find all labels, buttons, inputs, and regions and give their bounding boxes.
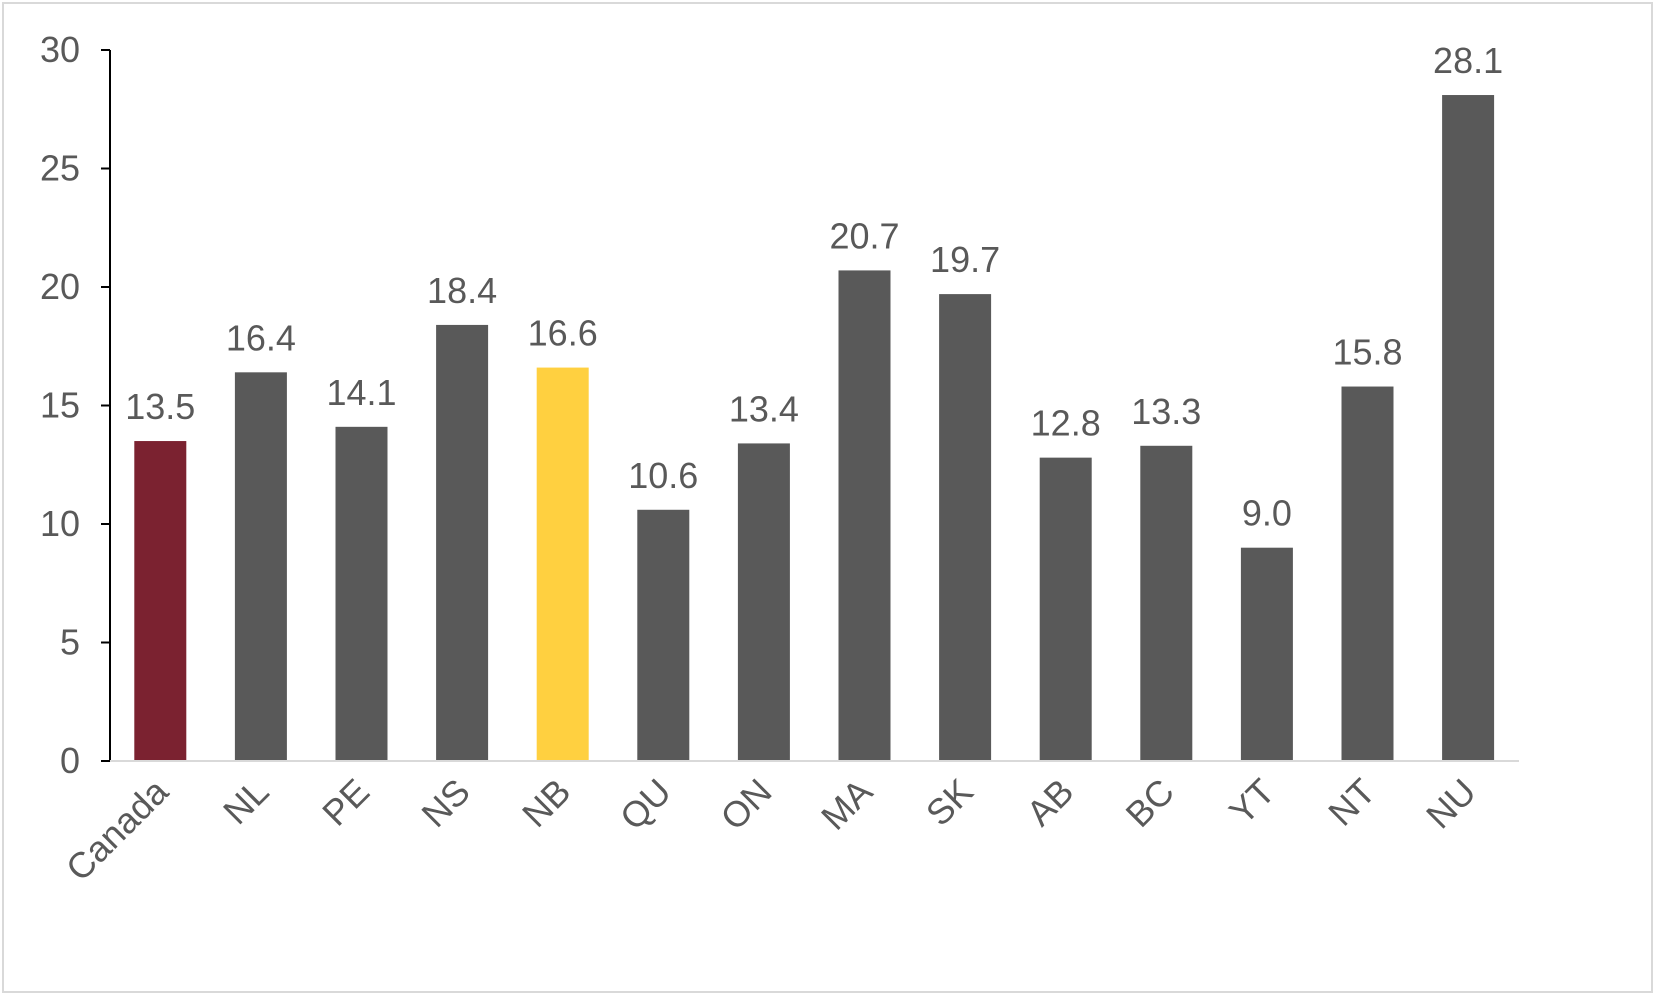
data-label-ab: 12.8: [1031, 403, 1101, 444]
y-tick-label: 15: [40, 385, 80, 426]
bar-ab: [1039, 457, 1092, 761]
data-label-qu: 10.6: [628, 455, 698, 496]
bar-ns: [436, 324, 489, 761]
data-labels: 13.5 16.4 14.1 18.4 16.6 10.6 13.4 20.7 19.7 12.8…: [125, 40, 1503, 534]
bar-on: [737, 443, 790, 761]
data-label-ns: 18.4: [427, 270, 497, 311]
x-category-label-pe: PE: [314, 771, 377, 834]
bars: [134, 95, 1495, 761]
y-tick-label: 20: [40, 266, 80, 307]
data-label-nl: 16.4: [226, 317, 296, 358]
data-label-nu: 28.1: [1433, 40, 1503, 81]
data-label-on: 13.4: [729, 388, 799, 429]
bar-nb: [536, 367, 589, 761]
x-category-label-on: ON: [712, 771, 779, 838]
data-label-pe: 14.1: [326, 372, 396, 413]
bar-ma: [838, 270, 891, 761]
x-category-label-yt: YT: [1221, 771, 1283, 833]
x-category-label-ab: AB: [1018, 771, 1081, 834]
y-tick-label: 10: [40, 503, 80, 544]
x-category-label-ns: NS: [413, 771, 477, 835]
y-tick-label: 25: [40, 148, 80, 189]
x-category-label-ma: MA: [813, 771, 880, 838]
x-category-label-qu: QU: [612, 771, 679, 838]
bar-nt: [1341, 386, 1394, 761]
x-category-label-nu: NU: [1418, 771, 1484, 837]
x-category-label-nt: NT: [1320, 771, 1383, 834]
bar-qu: [637, 509, 690, 761]
data-label-sk: 19.7: [930, 239, 1000, 280]
data-label-nb: 16.6: [528, 313, 598, 354]
x-category-label-canada: Canada: [58, 770, 177, 889]
bar-bc: [1140, 445, 1193, 761]
x-category-label-sk: SK: [918, 771, 981, 834]
y-axis: 0 5 10 15 20 25 30: [40, 29, 111, 781]
data-label-ma: 20.7: [829, 215, 899, 256]
bar-yt: [1240, 547, 1293, 761]
x-category-label-nb: NB: [514, 771, 578, 835]
y-tick-label: 0: [60, 740, 80, 781]
bar-pe: [335, 426, 388, 761]
data-label-nt: 15.8: [1332, 332, 1402, 373]
bar-nu: [1442, 95, 1495, 761]
y-tick-label: 30: [40, 29, 80, 70]
bar-canada: [134, 441, 187, 761]
bar-sk: [939, 294, 992, 761]
x-axis: Canada NL PE NS NB QU ON MA SK AB BC YT NT NU: [58, 760, 1519, 889]
y-tick-label: 5: [60, 622, 80, 663]
bar-nl: [234, 372, 287, 761]
data-label-canada: 13.5: [125, 386, 195, 427]
data-label-yt: 9.0: [1242, 493, 1292, 534]
x-category-label-bc: BC: [1118, 771, 1182, 835]
x-category-label-nl: NL: [215, 771, 277, 833]
data-label-bc: 13.3: [1131, 391, 1201, 432]
